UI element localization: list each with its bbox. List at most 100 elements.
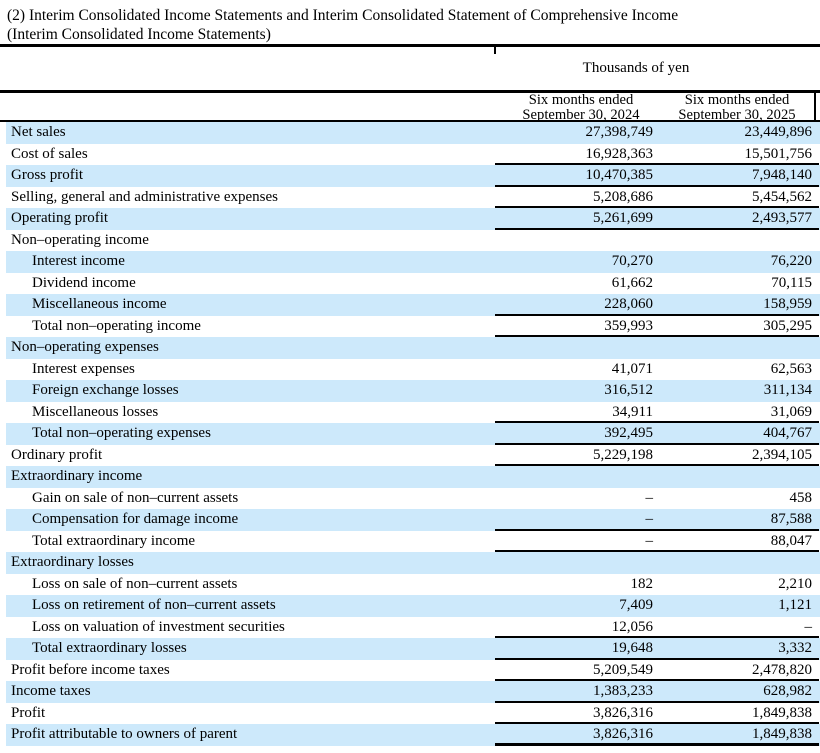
column-header-2024-line1: Six months ended [528,92,634,108]
underline-rule [495,313,819,316]
row-label: Foreign exchange losses [32,382,179,398]
value-2024: 61,662 [611,274,653,291]
row-label: Miscellaneous losses [32,403,159,420]
value-2024: 27,398,749 [585,124,654,140]
table-body: Net sales 27,398,749 23,449,896 Cost of sal… [6,122,820,746]
table-row: Miscellaneous income 228,060 158,959 [6,294,820,316]
row-label: Ordinary profit [11,446,103,463]
row-label: Operating profit [11,210,109,226]
table-row: Loss on sale of non–current assets 182 2,2… [6,574,820,596]
value-2024: 5,261,699 [593,210,653,226]
table-row: Profit attributable to owners of parent 3… [6,724,820,746]
column-header-2025-line2: September 30, 2025 [678,106,796,123]
value-2024: – [645,532,654,549]
underline-rule [495,679,819,681]
value-2024: 34,911 [612,403,653,420]
value-2025: 458 [789,489,813,506]
page-title-line2: (Interim Consolidated Income Statements) [7,26,271,43]
value-2025: 62,563 [770,360,812,377]
row-label: Selling, general and administrative expe… [11,188,279,205]
page-title-line1: (2) Interim Consolidated Income Statemen… [7,7,679,24]
table-row: Total non–operating income 359,993 305,295 [6,316,820,337]
underline-rule [495,442,819,445]
row-label: Interest income [32,253,125,269]
value-2024: 392,495 [604,425,653,441]
row-label: Loss on sale of non–current assets [32,575,238,592]
value-2025: 15,501,756 [744,145,813,162]
table-row: Interest income 70,270 76,220 [6,251,820,273]
value-2024: 5,208,686 [593,188,653,205]
underline-rule [495,636,819,638]
row-label: Total non–operating income [32,317,201,334]
underline-rule [495,657,819,660]
table-row: Miscellaneous losses 34,911 31,069 [6,402,820,423]
row-label: Net sales [11,124,66,140]
table-row: Interest expenses 41,071 62,563 [6,359,820,381]
table-row: Gross profit 10,470,385 7,948,140 [6,165,820,187]
row-label: Miscellaneous income [32,296,167,312]
table-row: Profit before income taxes 5,209,549 2,478… [6,660,820,681]
value-2025: 1,849,838 [752,704,812,721]
value-2025: 2,394,105 [752,446,812,463]
table-row: Net sales 27,398,749 23,449,896 [6,122,820,144]
value-2025: 1,849,838 [752,726,812,742]
value-2025: 2,210 [778,575,812,592]
underline-rule [495,227,819,230]
section-row: Extraordinary income [6,466,820,488]
table-row: Dividend income 61,662 70,115 [6,273,820,295]
row-label: Profit before income taxes [11,661,170,678]
unit-band: Thousands of yen [0,47,820,90]
row-label: Compensation for damage income [32,511,239,527]
row-label: Total extraordinary losses [32,640,187,656]
header-right-border [814,93,816,120]
value-2024: 7,409 [619,597,653,613]
table-row: Operating profit 5,261,699 2,493,577 [6,208,820,230]
value-2024: 5,209,549 [593,661,653,678]
table-row: Profit 3,826,316 1,849,838 [6,703,820,724]
table-header: Six months ended September 30, 2024 Six … [0,90,820,122]
unit-label: Thousands of yen [582,60,690,76]
table-row: Compensation for damage income – 87,588 [6,509,820,531]
value-2025: 404,767 [763,425,812,441]
value-2025: 23,449,896 [744,124,813,140]
row-label: Cost of sales [11,145,88,162]
value-2024: – [645,489,654,506]
value-2025: 5,454,562 [752,188,812,205]
row-label: Loss on retirement of non–current assets [32,597,276,613]
value-2025: 87,588 [770,511,812,527]
value-2024: 182 [630,575,654,592]
table-row: Selling, general and administrative expe… [6,187,820,208]
table-row: Ordinary profit 5,229,198 2,394,105 [6,445,820,466]
underline-rule [495,550,819,552]
value-2025: – [804,618,813,635]
row-label: Profit attributable to owners of parent [11,726,238,742]
value-2025: 311,134 [763,382,812,398]
value-2025: 7,948,140 [752,167,812,183]
underline-rule [495,335,819,337]
table-row: Total extraordinary income – 88,047 [6,531,820,552]
row-label: Gain on sale of non–current assets [32,489,239,506]
column-header-2024: Six months ended September 30, 2024 [497,93,665,122]
column-header-2025-line1: Six months ended [684,92,790,108]
value-2025: 2,493,577 [752,210,812,226]
row-label: Gross profit [11,167,84,183]
underline-rule [495,464,819,466]
table-row: Foreign exchange losses 316,512 311,134 [6,380,820,402]
underline-rule [495,528,819,531]
row-label: Interest expenses [32,360,135,377]
value-2024: 5,229,198 [593,446,653,463]
row-label: Total extraordinary income [32,532,196,549]
table-row: Cost of sales 16,928,363 15,501,756 [6,144,820,165]
row-label: Extraordinary income [11,468,143,484]
section-row: Non–operating income [6,230,820,252]
table-row: Gain on sale of non–current assets – 458 [6,488,820,510]
value-2025: 76,220 [770,253,812,269]
value-2024: 316,512 [604,382,653,398]
value-2024: 19,648 [611,640,653,656]
column-divider-tick [494,47,496,54]
section-row: Non–operating expenses [6,337,820,359]
row-label: Income taxes [11,683,91,699]
value-2024: 228,060 [604,296,653,312]
underline-rule [495,700,819,703]
